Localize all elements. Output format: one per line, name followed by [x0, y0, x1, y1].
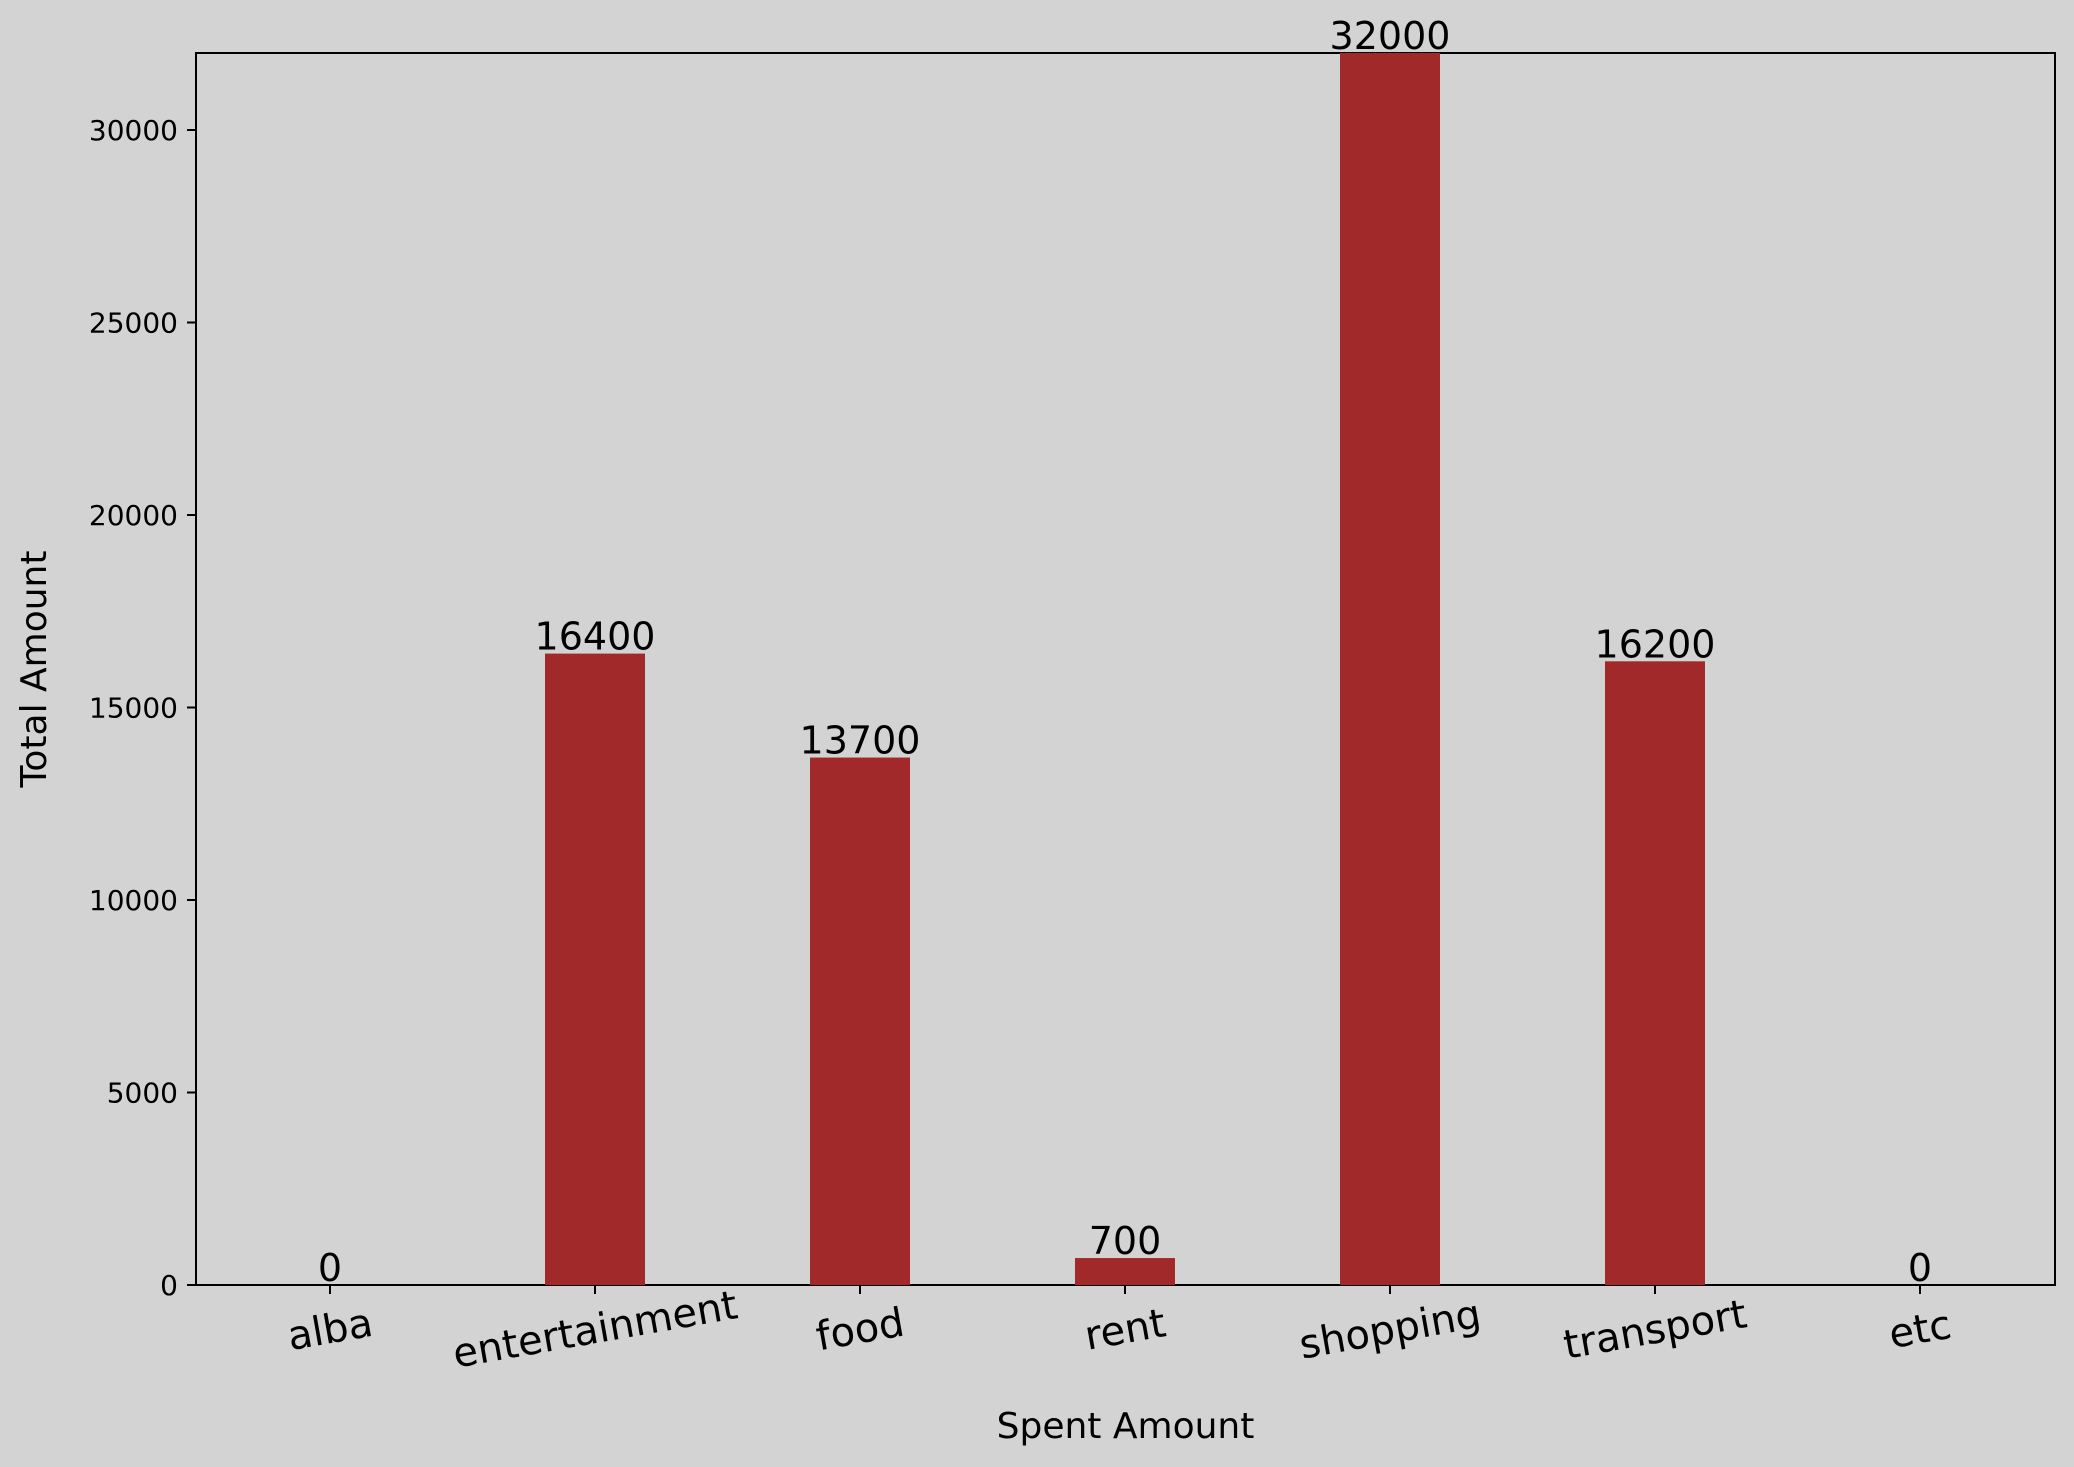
y-tick-label: 15000	[89, 692, 178, 725]
y-tick-label: 20000	[89, 499, 178, 532]
data-label-alba: 0	[318, 1246, 342, 1290]
y-tick-label: 0	[160, 1269, 178, 1302]
bar-shopping	[1340, 53, 1440, 1285]
data-label-etc: 0	[1908, 1246, 1932, 1290]
y-axis-title: Total Amount	[14, 551, 55, 789]
data-label-rent: 700	[1089, 1219, 1162, 1263]
x-axis-title: Spent Amount	[997, 1406, 1255, 1447]
data-label-entertainment: 16400	[535, 615, 656, 659]
y-tick-label: 10000	[89, 884, 178, 917]
x-tick-label-etc: etc	[1886, 1302, 1955, 1358]
bars-group	[545, 53, 1705, 1285]
bar-rent	[1075, 1258, 1175, 1285]
bar-food	[810, 757, 910, 1285]
data-label-transport: 16200	[1595, 622, 1716, 666]
y-tick-label: 25000	[89, 307, 178, 340]
y-tick-label: 30000	[89, 114, 178, 147]
data-label-food: 13700	[800, 719, 921, 763]
bar-transport	[1605, 661, 1705, 1285]
data-label-shopping: 32000	[1330, 14, 1451, 58]
bar-entertainment	[545, 653, 645, 1285]
y-tick-label: 5000	[107, 1077, 178, 1110]
y-axis-ticks: 0 5000 10000 15000 20000 25000 30000	[89, 114, 196, 1302]
data-labels-group: 0 16400 13700 700 32000 16200 0	[318, 14, 1932, 1290]
